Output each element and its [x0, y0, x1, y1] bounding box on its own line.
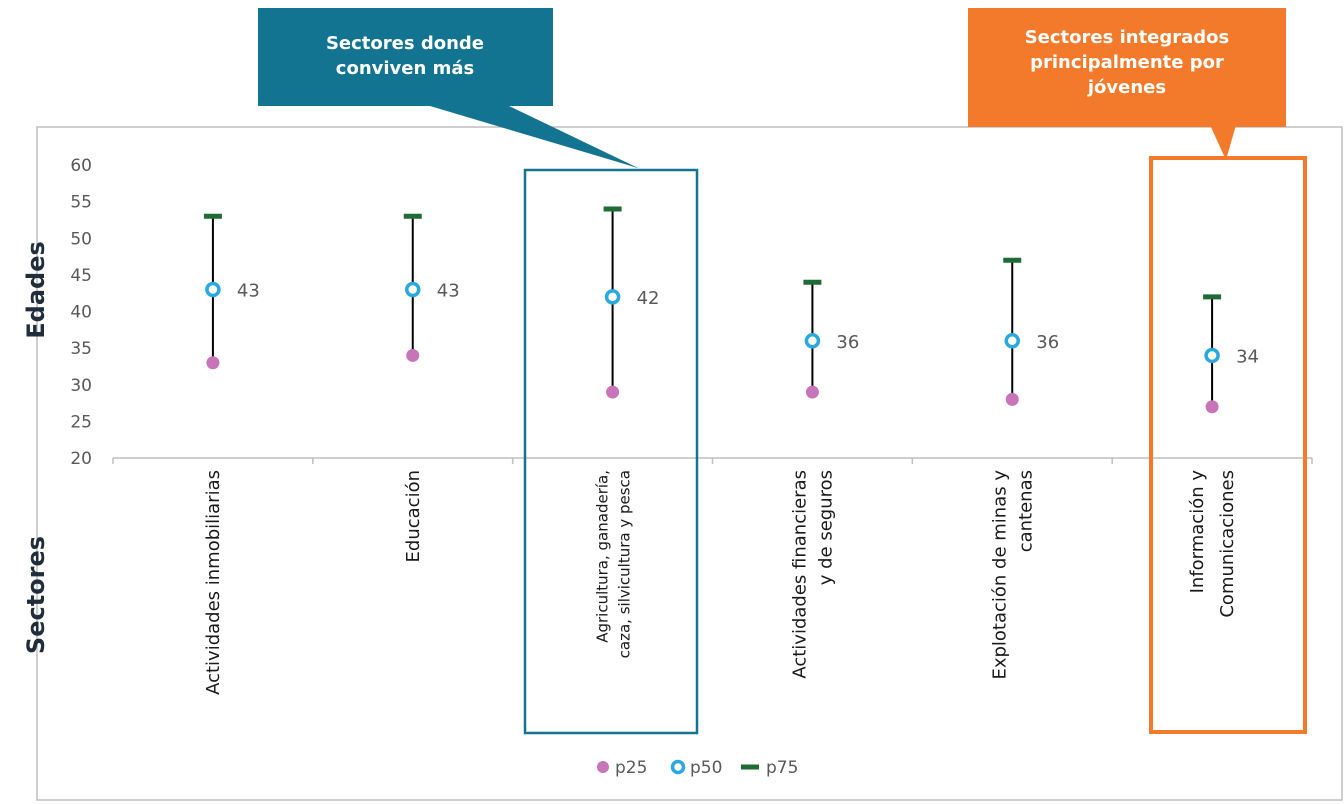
legend-p75-label: p75 [766, 758, 798, 778]
p50-data-label: 36 [836, 332, 859, 353]
category-label: y de seguros [815, 470, 836, 585]
p25-marker [1005, 392, 1019, 406]
chart-frame [36, 126, 1343, 801]
whiskers [211, 208, 1214, 407]
y-tick-label: 30 [70, 376, 92, 396]
p25-marker [406, 348, 420, 362]
y-tick-label: 60 [70, 156, 92, 176]
legend-p25-swatch [597, 761, 609, 773]
legend-p50-swatch [670, 759, 686, 775]
p50-marker [405, 281, 421, 298]
legend-p25-label: p25 [615, 758, 647, 778]
data-labels: 43 43 42 36 36 34 [237, 281, 1259, 368]
p25-marker [206, 356, 220, 370]
p50-data-label: 34 [1236, 346, 1259, 367]
callout-pointer-young [1210, 125, 1236, 160]
category-label: Actividades inmobiliarias [203, 470, 224, 695]
callout-box-young [968, 8, 1286, 127]
p50-data-label: 36 [1036, 332, 1059, 353]
p25-marker [606, 385, 620, 399]
category-label: Actividades financieras [789, 470, 810, 679]
callout-young-line-3: jóvenes [1087, 77, 1166, 98]
p25-marker [805, 385, 819, 399]
highlight-box-young-sector [1149, 156, 1307, 734]
category-label: cantenas [1015, 470, 1036, 552]
category-label: Comunicaciones [1217, 470, 1238, 618]
y-tick-labels: 20 25 30 35 40 45 50 55 60 [70, 156, 92, 469]
category-labels: Actividades inmobiliarias Educación Agricu… [203, 470, 1238, 695]
callout-box-mixed [258, 8, 553, 106]
callout-mixed-line-2: conviven más [336, 58, 474, 79]
category-label: Información y [1187, 470, 1208, 594]
y-tick-label: 25 [70, 412, 92, 432]
p50-marker [804, 333, 821, 349]
category-label: Educación [403, 470, 424, 562]
p50-data-label: 43 [237, 281, 260, 302]
y-tick-label: 40 [70, 303, 92, 323]
legend-p50-label: p50 [690, 758, 722, 778]
y-tick-label: 55 [70, 193, 92, 213]
callout-pointer-mixed-fill [430, 104, 638, 168]
p50-marker [205, 281, 221, 298]
p50-marker [604, 289, 621, 305]
category-label: caza, silvicultura y pesca [616, 470, 634, 658]
callout-young-line-1: Sectores integrados [1025, 27, 1230, 48]
p50-marker [1004, 333, 1020, 349]
category-label: Agricultura, ganadería, [594, 470, 612, 643]
p50-marker [1204, 347, 1220, 364]
p50-data-label: 43 [437, 281, 460, 302]
legend: p25 p50 p75 [597, 758, 798, 778]
category-label: Explotación de minas y [989, 470, 1010, 680]
callout-young-line-2: principalmente por [1030, 52, 1224, 73]
y-tick-label: 35 [70, 339, 92, 359]
y-tick-label: 50 [70, 229, 92, 249]
y-tick-label: 20 [70, 449, 92, 469]
p50-data-label: 42 [637, 288, 660, 309]
p25-marker [1205, 400, 1219, 414]
category-axis [112, 457, 1313, 464]
marks [203, 206, 1222, 414]
y-axis-title: Edades [22, 241, 50, 339]
x-axis-title: Sectores [22, 536, 50, 654]
callout-pointer-mixed [430, 106, 638, 168]
callout-mixed-line-1: Sectores donde [326, 33, 484, 54]
highlight-box-mixed-sector [523, 168, 699, 735]
y-tick-label: 45 [70, 266, 92, 286]
